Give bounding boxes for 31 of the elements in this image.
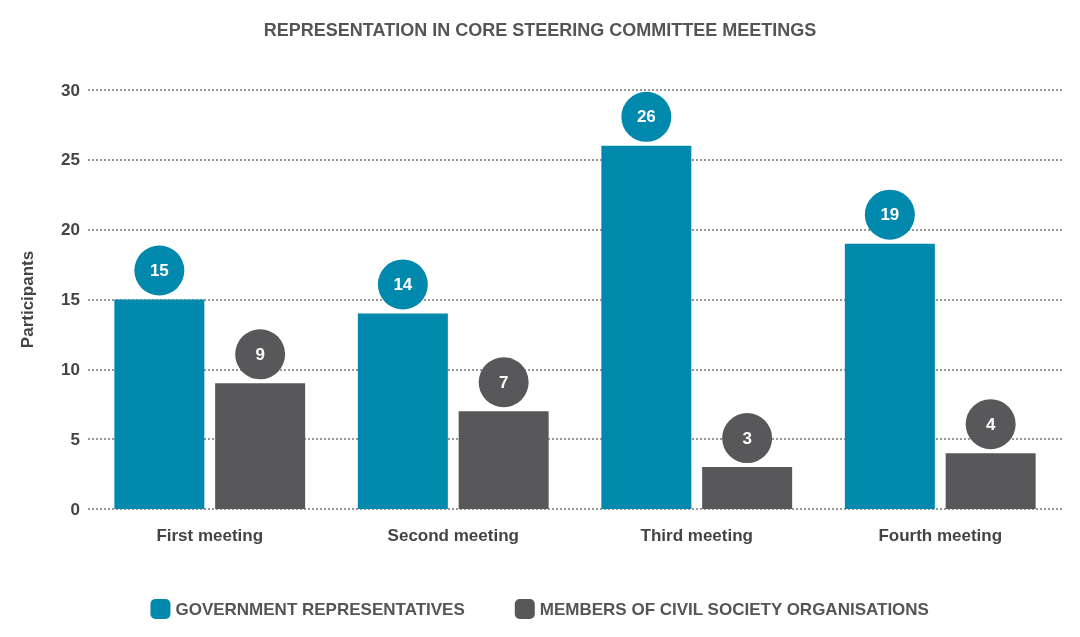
x-tick-label: First meeting (156, 526, 264, 545)
x-tick-label: Fourth meeting (878, 526, 1003, 545)
data-label: 3 (742, 428, 752, 448)
y-tick-label: 30 (61, 80, 80, 100)
data-label: 14 (393, 274, 413, 294)
y-tick-label: 0 (70, 499, 80, 519)
chart-title: REPRESENTATION IN CORE STEERING COMMITTEE MEETINGS (263, 20, 817, 40)
data-label: 26 (636, 107, 656, 127)
data-label: 15 (149, 261, 169, 280)
x-tick-label: Second meeting (387, 526, 519, 545)
x-tick-label: Third meeting (640, 526, 753, 545)
bar (601, 145, 692, 509)
legend-label: MEMBERS OF CIVIL SOCIETY ORGANISATIONS (539, 599, 929, 619)
y-axis-title: Participants (18, 250, 37, 349)
y-tick-label: 5 (70, 429, 80, 449)
y-tick-label: 25 (61, 150, 80, 170)
bar (702, 467, 793, 509)
data-label: 4 (985, 414, 996, 434)
bar (458, 411, 549, 509)
legend-label: GOVERNMENT REPRESENTATIVES (175, 599, 465, 619)
bar (114, 299, 205, 509)
bar (357, 313, 448, 509)
bar (215, 383, 306, 509)
data-label: 19 (880, 205, 900, 225)
bar (945, 453, 1036, 509)
y-tick-label: 10 (61, 359, 80, 379)
y-tick-label: 20 (61, 220, 80, 240)
bar (844, 243, 935, 509)
data-label: 7 (498, 372, 509, 392)
y-tick-label: 15 (61, 290, 80, 309)
data-label: 9 (255, 344, 265, 364)
